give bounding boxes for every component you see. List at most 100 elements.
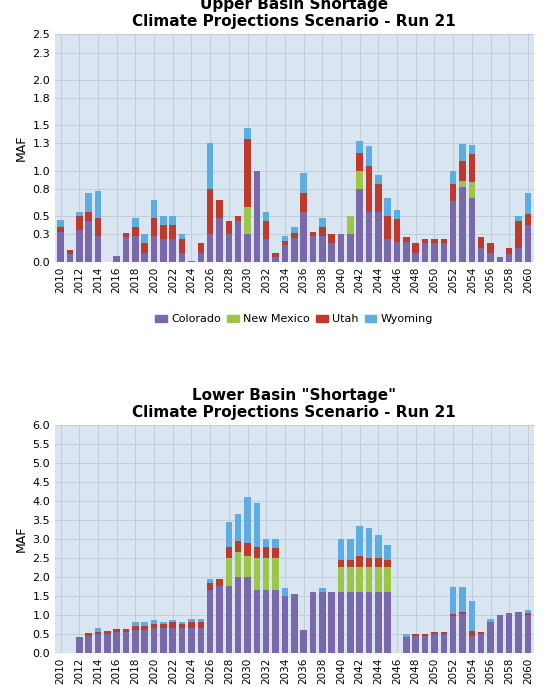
Bar — [384, 239, 391, 262]
Bar — [459, 161, 466, 181]
Bar — [459, 144, 466, 161]
Bar — [412, 243, 419, 253]
Bar — [76, 216, 82, 230]
Bar — [431, 243, 438, 262]
Bar — [459, 187, 466, 262]
Bar — [169, 622, 176, 628]
Bar — [132, 630, 139, 653]
Bar — [141, 243, 148, 253]
Bar — [515, 221, 522, 248]
Bar — [85, 212, 92, 221]
Bar — [375, 592, 382, 653]
Bar — [226, 522, 232, 547]
Bar — [506, 254, 513, 262]
Bar — [366, 146, 372, 166]
Bar — [469, 145, 475, 155]
Bar — [179, 239, 185, 253]
Bar — [310, 592, 316, 653]
Bar — [226, 547, 232, 558]
Bar — [216, 586, 223, 653]
Bar — [272, 539, 279, 548]
Bar — [254, 547, 260, 558]
Bar — [412, 633, 419, 635]
Bar — [356, 592, 363, 653]
Bar — [263, 212, 270, 221]
Bar — [384, 216, 391, 239]
Bar — [319, 592, 326, 653]
Bar — [328, 592, 335, 653]
Bar — [375, 184, 382, 212]
Bar — [197, 253, 204, 262]
Bar — [356, 526, 363, 556]
Bar — [216, 578, 223, 586]
Y-axis label: MAF: MAF — [15, 526, 28, 552]
Bar — [263, 221, 270, 239]
Bar — [244, 497, 251, 543]
Bar — [319, 218, 326, 227]
Bar — [487, 243, 494, 253]
Bar — [469, 635, 475, 653]
Bar — [151, 624, 157, 628]
Bar — [272, 257, 279, 262]
Bar — [478, 237, 485, 248]
Bar — [384, 545, 391, 560]
Bar — [188, 628, 195, 653]
Bar — [469, 155, 475, 181]
Bar — [291, 234, 298, 238]
Bar — [67, 254, 73, 262]
Bar — [431, 633, 438, 653]
Bar — [244, 207, 251, 234]
Bar — [487, 253, 494, 262]
Bar — [403, 237, 410, 242]
Bar — [338, 560, 344, 567]
Bar — [441, 633, 447, 653]
Bar — [338, 539, 344, 560]
Bar — [291, 227, 298, 234]
Bar — [123, 632, 129, 653]
Bar — [319, 588, 326, 592]
Bar — [169, 239, 176, 262]
Bar — [300, 630, 307, 653]
Bar — [160, 622, 167, 624]
Bar — [525, 610, 531, 613]
Y-axis label: MAF: MAF — [15, 135, 28, 161]
Bar — [169, 216, 176, 225]
Bar — [85, 633, 92, 635]
Bar — [375, 175, 382, 184]
Bar — [151, 236, 157, 262]
Bar — [469, 600, 475, 631]
Bar — [375, 558, 382, 567]
Bar — [300, 173, 307, 194]
Bar — [310, 236, 316, 262]
Bar — [431, 632, 438, 633]
Bar — [85, 635, 92, 653]
Bar — [525, 615, 531, 653]
Bar — [235, 552, 241, 577]
Bar — [207, 578, 213, 583]
Bar — [235, 216, 241, 221]
Bar — [141, 630, 148, 653]
Bar — [431, 239, 438, 243]
Bar — [497, 615, 503, 653]
Bar — [123, 237, 129, 262]
Bar — [197, 243, 204, 253]
Bar — [525, 194, 531, 214]
Bar — [478, 633, 485, 653]
Bar — [141, 253, 148, 262]
Legend: Colorado, New Mexico, Utah, Wyoming: Colorado, New Mexico, Utah, Wyoming — [151, 310, 437, 329]
Bar — [487, 618, 494, 622]
Bar — [384, 198, 391, 216]
Bar — [412, 253, 419, 262]
Bar — [459, 587, 466, 612]
Bar — [151, 200, 157, 218]
Bar — [450, 616, 456, 653]
Bar — [338, 234, 344, 262]
Bar — [95, 633, 101, 653]
Bar — [254, 558, 260, 590]
Bar — [300, 194, 307, 212]
Bar — [319, 227, 326, 236]
Bar — [356, 189, 363, 262]
Bar — [366, 528, 372, 558]
Bar — [347, 539, 354, 560]
Title: Upper Basin Shortage
Climate Projections Scenario - Run 21: Upper Basin Shortage Climate Projections… — [133, 0, 456, 29]
